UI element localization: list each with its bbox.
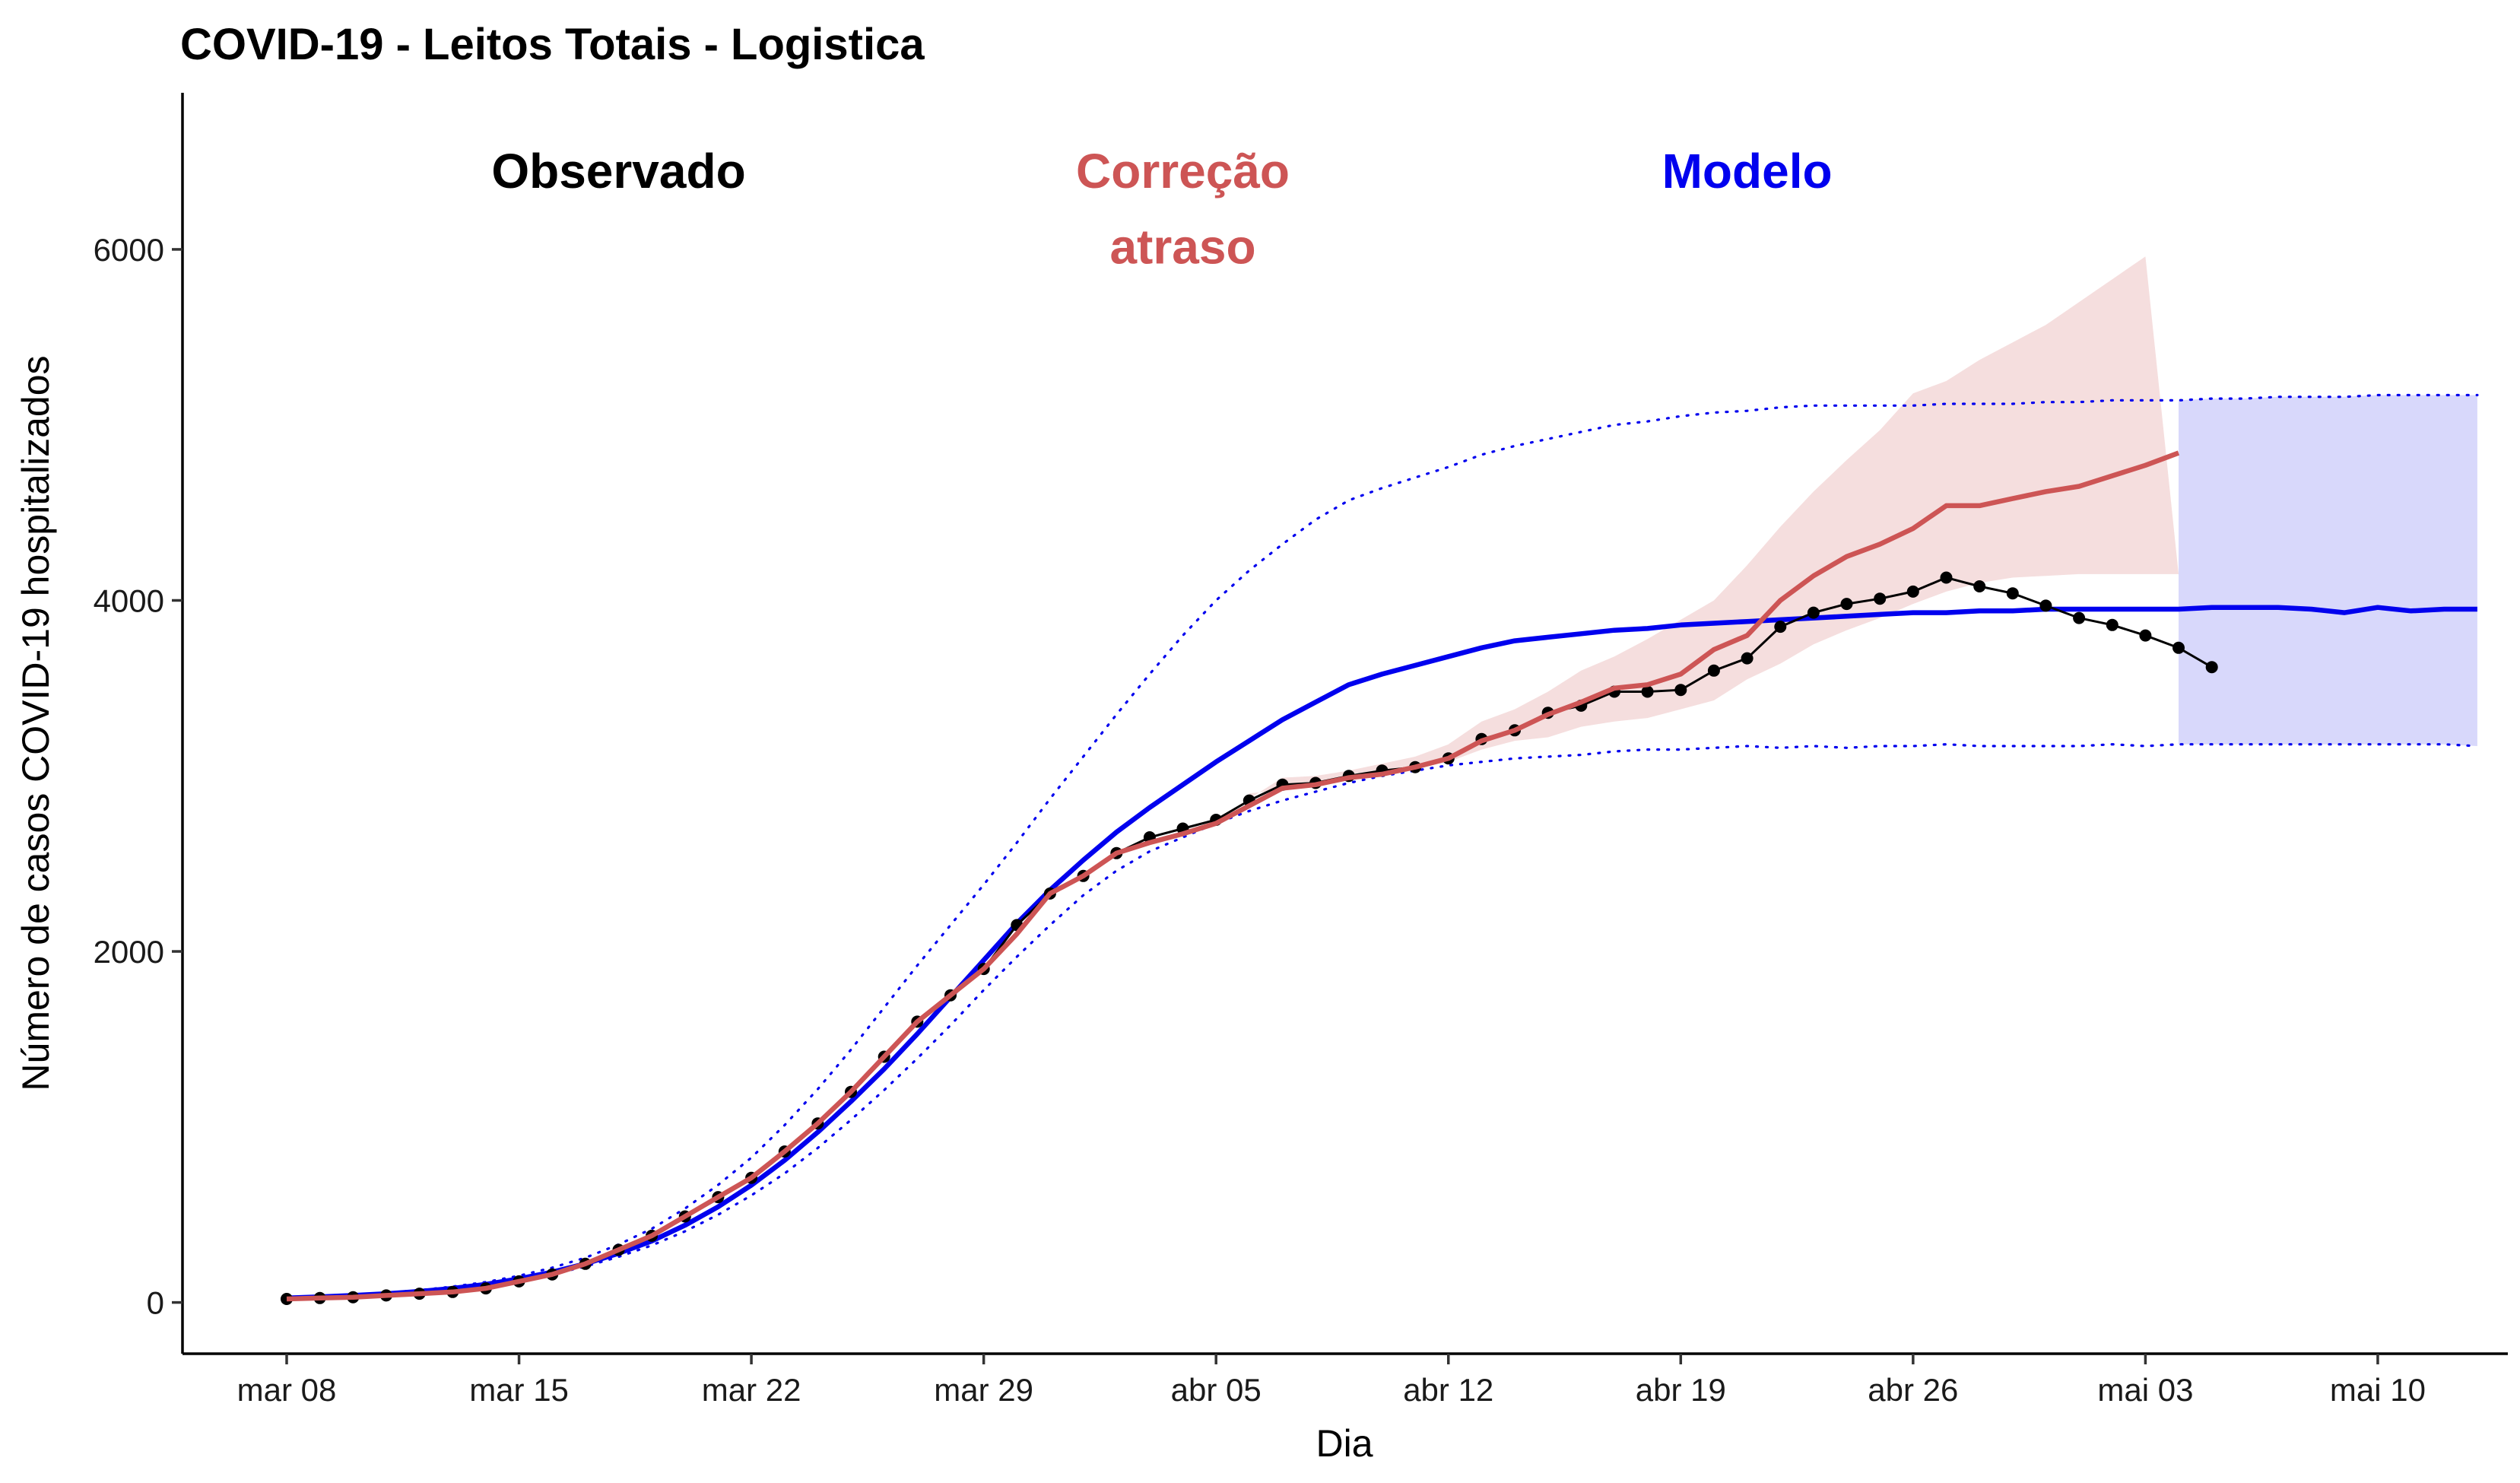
correcao-band — [1249, 256, 2179, 799]
modelo-band — [2179, 395, 2477, 746]
observado-point — [2139, 629, 2152, 642]
x-tick-label: abr 19 — [1636, 1372, 1726, 1408]
x-tick-label: mar 22 — [702, 1372, 801, 1408]
observado-point — [2205, 661, 2218, 674]
x-tick-label: mai 03 — [2097, 1372, 2193, 1408]
y-axis-title: Número de casos COVID-19 hospitalizados — [14, 355, 57, 1091]
y-axis: 0 2000 4000 6000 — [94, 93, 184, 1354]
modelo-upper-bound — [285, 393, 2479, 1300]
annotations: Observado Correção atraso Modelo — [491, 144, 1832, 274]
observado-line — [286, 576, 2213, 1300]
observado-series — [281, 571, 2218, 1305]
annotation-label: Correção — [1076, 144, 1290, 198]
x-tick-label: mar 29 — [934, 1372, 1033, 1408]
observado-point — [2172, 641, 2185, 654]
x-axis-title: Dia — [1316, 1422, 1373, 1465]
observado-point — [1774, 621, 1787, 634]
x-tick-label: mai 10 — [2330, 1372, 2426, 1408]
correcao-series — [286, 450, 2180, 1302]
observado-point — [2039, 599, 2052, 612]
y-tick-label: 6000 — [94, 232, 164, 268]
y-tick-label: 4000 — [94, 583, 164, 618]
x-tick-label: abr 26 — [1868, 1372, 1958, 1408]
correcao-uncertainty-band — [1249, 256, 2179, 799]
observado-point — [1641, 685, 1654, 698]
modelo-lower-bound — [285, 743, 2479, 1300]
chart-title: COVID-19 - Leitos Totais - Logistica — [180, 20, 925, 69]
x-axis: mar 08 mar 15 mar 22 mar 29 abr 05 abr 12 abr … — [182, 1352, 2508, 1408]
x-tick-label: abr 05 — [1171, 1372, 1262, 1408]
observado-point — [1741, 652, 1754, 665]
annotation-label: Observado — [491, 144, 745, 198]
x-tick-label: mar 08 — [237, 1372, 337, 1408]
annotation-label: Modelo — [1662, 144, 1833, 198]
observado-point — [2073, 611, 2086, 624]
observado-point — [1707, 664, 1720, 677]
observado-point — [1906, 585, 1919, 598]
observado-point — [1874, 592, 1887, 605]
observado-point — [1674, 684, 1687, 697]
correcao-line — [286, 450, 2180, 1302]
observado-point — [2106, 618, 2119, 631]
modelo-line — [286, 605, 2477, 1301]
y-tick-label: 2000 — [94, 934, 164, 970]
observado-point — [2006, 587, 2019, 600]
observado-point — [1807, 606, 1820, 619]
x-tick-label: abr 12 — [1403, 1372, 1493, 1408]
modelo-series — [286, 605, 2477, 1301]
modelo-forecast-band — [2179, 395, 2477, 746]
observado-point — [1840, 598, 1853, 611]
annotation-label: atraso — [1109, 219, 1255, 274]
y-tick-label: 0 — [147, 1285, 164, 1321]
observado-point — [1940, 571, 1953, 584]
x-tick-label: mar 15 — [469, 1372, 569, 1408]
observado-point — [1973, 580, 1986, 592]
